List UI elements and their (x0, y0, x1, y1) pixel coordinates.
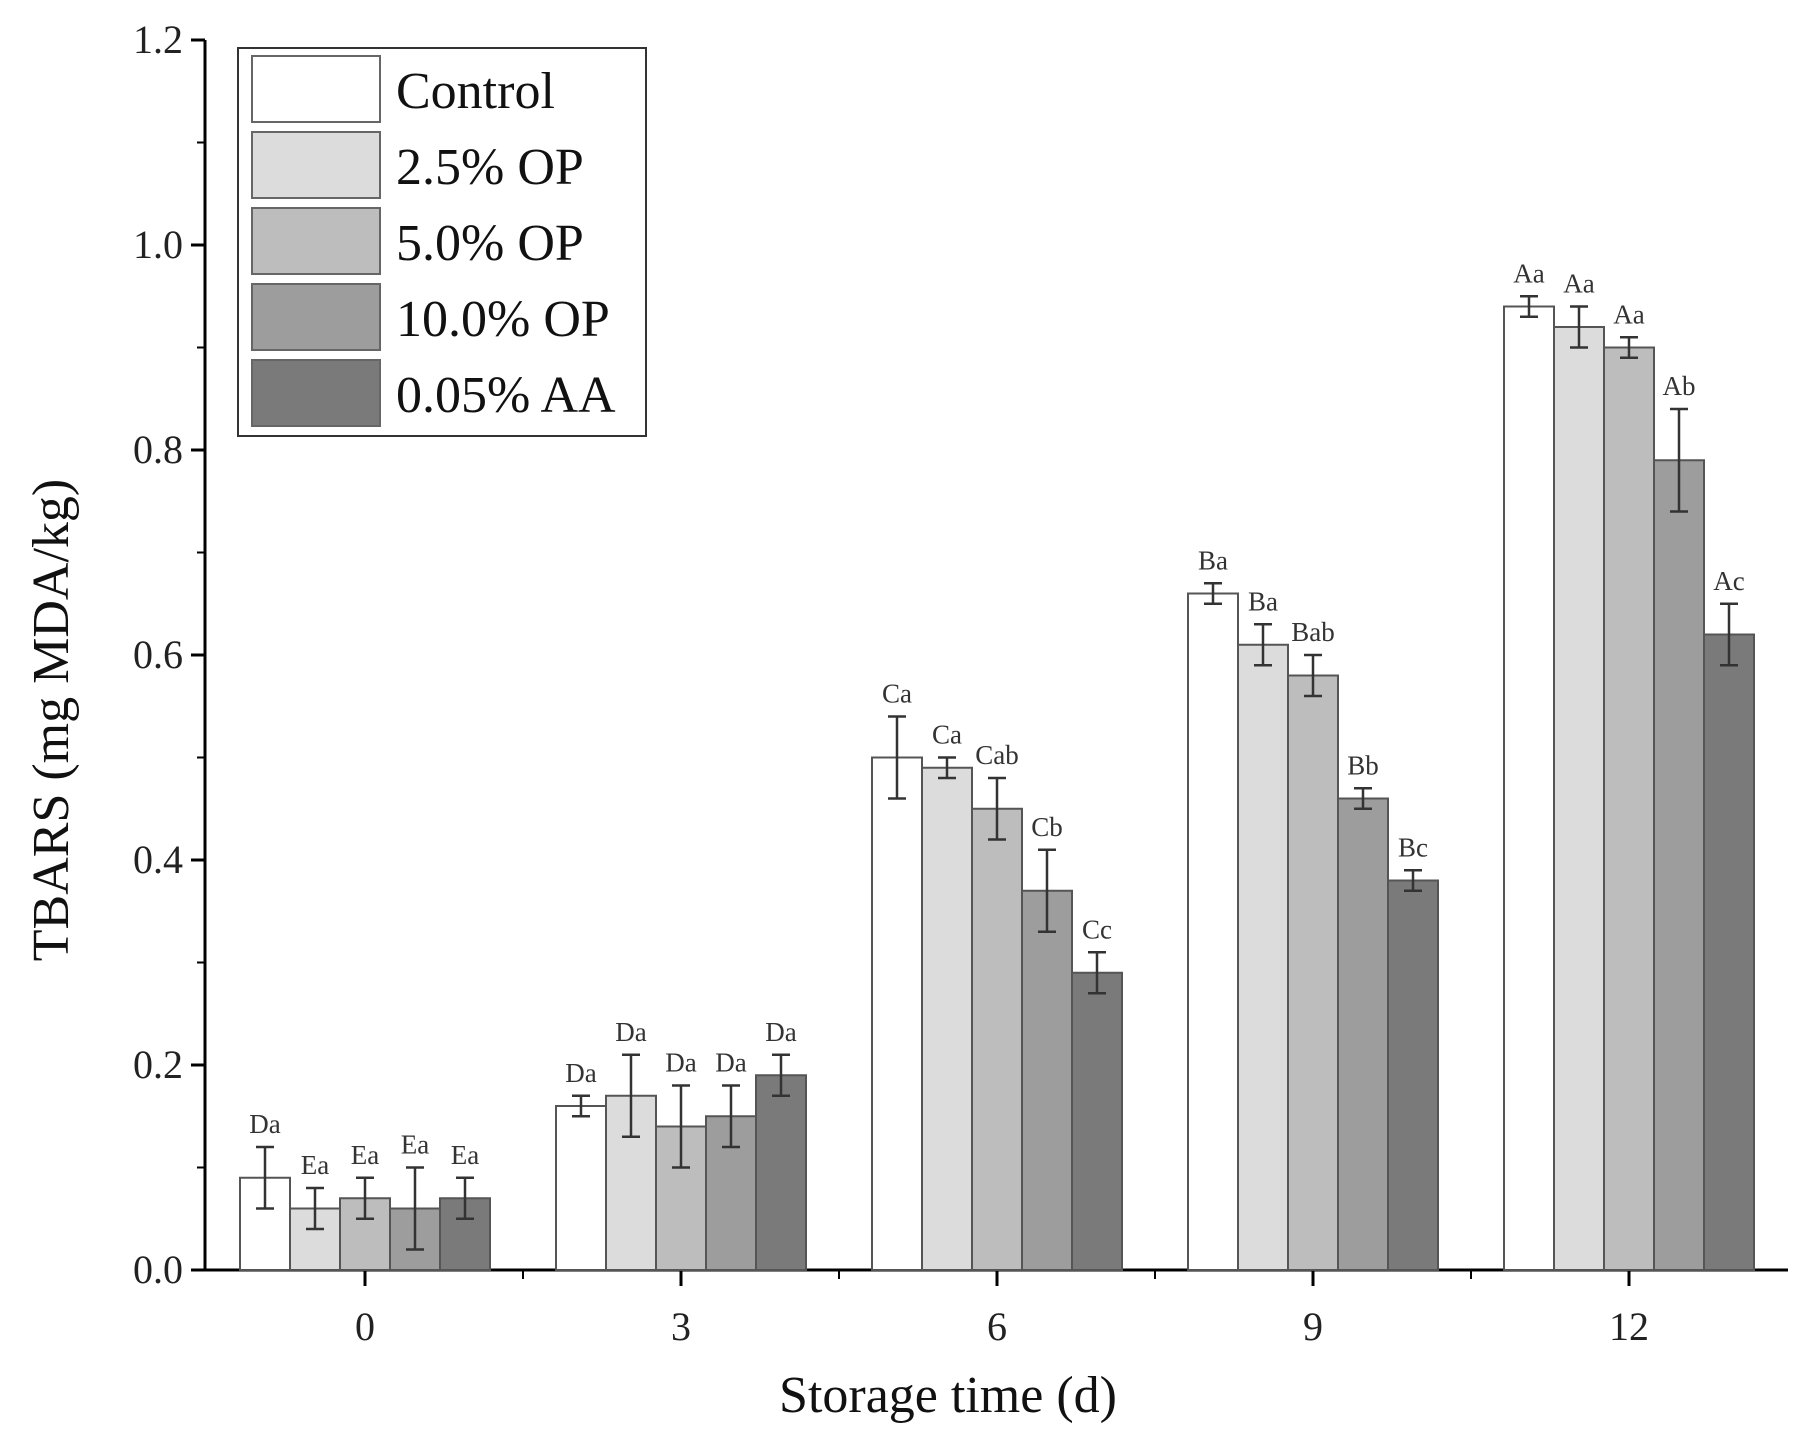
y-tick-label: 1.2 (133, 17, 183, 62)
significance-label: Da (715, 1048, 746, 1078)
significance-label: Bb (1347, 750, 1379, 780)
bar-5-0-op-0 (339, 1197, 391, 1271)
bar-10-0-op-6 (1021, 889, 1073, 1271)
bar-5-0-op-12 (1603, 346, 1655, 1271)
y-tick-label: 1.0 (133, 222, 183, 267)
x-tick-label: 12 (1609, 1304, 1649, 1349)
bar-2-5-op-6 (921, 766, 973, 1271)
bar-labels-layer: Da Ea Ea Ea Ea Da Da Da Da Da Ca Ca Cab Cb Cc Ba Ba Bab Bb… (249, 258, 1744, 1180)
significance-label: Aa (1613, 299, 1644, 329)
significance-label: Ac (1713, 566, 1744, 596)
significance-label: Ab (1663, 371, 1696, 401)
y-tick-label: 0.0 (133, 1247, 183, 1292)
significance-label: Ea (351, 1140, 379, 1170)
legend-label: 10.0% OP (396, 291, 610, 348)
significance-label: Ba (1198, 545, 1228, 575)
significance-label: Da (615, 1017, 646, 1047)
bar-0-05-aa-12 (1703, 633, 1755, 1271)
bar-control-6 (871, 756, 923, 1271)
significance-label: Da (565, 1058, 596, 1088)
bar-0-05-aa-3 (755, 1074, 807, 1271)
legend-swatch (251, 55, 381, 123)
y-axis-title: TBARS (mg MDA/kg) (23, 479, 80, 961)
bar-10-0-op-9 (1337, 797, 1389, 1271)
bar-2-5-op-12 (1553, 326, 1605, 1271)
significance-label: Da (665, 1048, 696, 1078)
significance-label: Ca (932, 720, 962, 750)
y-tick-label: 0.2 (133, 1042, 183, 1087)
legend-label: Control (396, 63, 555, 120)
significance-label: Bc (1398, 832, 1428, 862)
bar-0-05-aa-9 (1387, 879, 1439, 1271)
legend-swatch (251, 207, 381, 275)
x-tick-label: 6 (987, 1304, 1007, 1349)
bar-control-9 (1187, 592, 1239, 1271)
significance-label: Da (765, 1017, 796, 1047)
significance-label: Ea (301, 1150, 329, 1180)
y-tick-label: 0.4 (133, 837, 183, 882)
y-tick-label: 0.8 (133, 427, 183, 472)
bar-control-12 (1503, 305, 1555, 1271)
significance-label: Ea (401, 1130, 429, 1160)
bar-10-0-op-12 (1653, 459, 1705, 1271)
significance-label: Cc (1082, 914, 1112, 944)
bar-0-05-aa-6 (1071, 971, 1123, 1271)
bar-2-5-op-9 (1237, 643, 1289, 1271)
significance-label: Da (249, 1109, 280, 1139)
legend-swatch (251, 283, 381, 351)
x-tick-label: 3 (671, 1304, 691, 1349)
x-tick-label: 9 (1303, 1304, 1323, 1349)
bars-layer (239, 295, 1755, 1271)
significance-label: Cb (1031, 812, 1063, 842)
legend-swatch (251, 131, 381, 199)
y-tick-label: 0.6 (133, 632, 183, 677)
legend: Control 2.5% OP 5.0% OP 10.0% OP 0.05% AA (237, 47, 647, 437)
significance-label: Cab (975, 740, 1019, 770)
legend-label: 5.0% OP (396, 215, 584, 272)
x-tick-label: 0 (355, 1304, 375, 1349)
bar-control-3 (555, 1105, 607, 1271)
bar-5-0-op-9 (1287, 674, 1339, 1271)
significance-label: Ba (1248, 586, 1278, 616)
legend-swatch (251, 359, 381, 427)
significance-label: Ea (451, 1140, 479, 1170)
significance-label: Ca (882, 679, 912, 709)
x-axis-title: Storage time (d) (779, 1367, 1117, 1424)
legend-label: 0.05% AA (396, 367, 616, 424)
significance-label: Aa (1563, 269, 1594, 299)
legend-label: 2.5% OP (396, 139, 584, 196)
significance-label: Aa (1513, 258, 1544, 288)
bar-5-0-op-6 (971, 807, 1023, 1271)
significance-label: Bab (1291, 617, 1335, 647)
